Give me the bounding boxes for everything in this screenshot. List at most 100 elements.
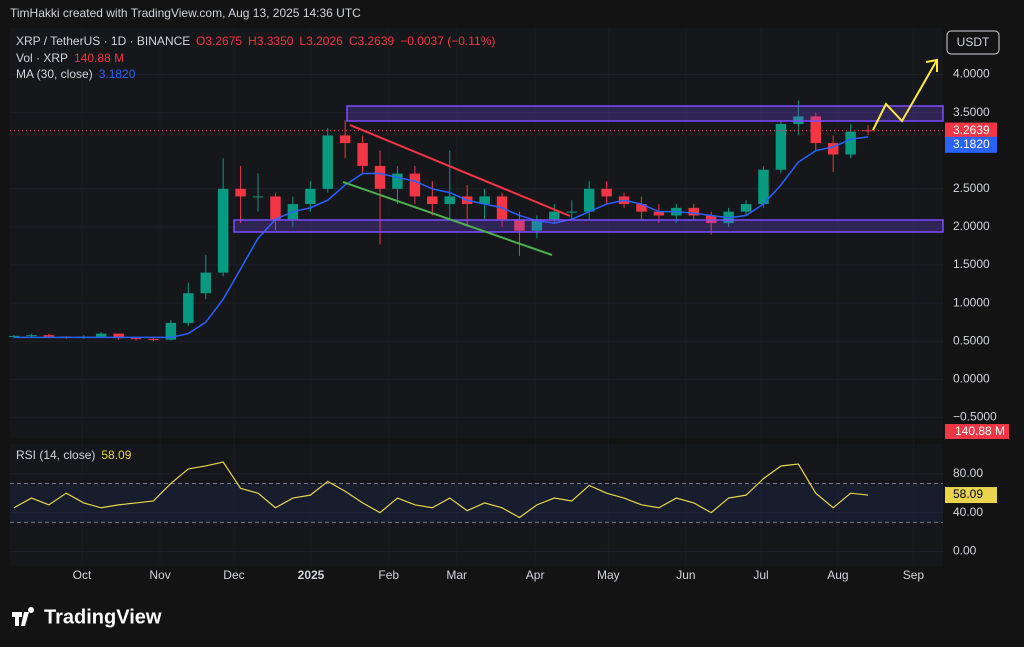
candle-body <box>409 173 421 197</box>
rsi-pane <box>10 444 943 566</box>
candle-body <box>339 135 351 144</box>
x-tick-label: Jun <box>676 568 695 582</box>
last-price-label: 3.2639 <box>953 123 990 137</box>
candle-body <box>531 219 543 231</box>
candle-body <box>653 211 665 216</box>
candle-body <box>427 196 438 205</box>
legend-volume-value: 140.88 M <box>74 51 124 65</box>
legend-ma: MA (30, close) <box>16 67 93 81</box>
ma-label-box <box>945 136 997 153</box>
candle-body <box>43 335 55 337</box>
y-tick-label: 0.00 <box>953 544 977 558</box>
ohlc-value: H3.3350 <box>248 34 294 48</box>
x-tick-label: Apr <box>526 568 545 582</box>
y-tick-label: 1.5000 <box>953 257 990 271</box>
y-tick-label: 0.5000 <box>953 333 990 347</box>
volume-label-box <box>945 424 1009 439</box>
candle-body <box>601 188 612 197</box>
logo <box>12 607 35 626</box>
candle-body <box>95 333 107 337</box>
candle-body <box>740 204 752 212</box>
candle-body <box>235 188 246 197</box>
y-tick-label: 2.5000 <box>953 181 990 195</box>
candle-body <box>688 207 699 216</box>
candle-body <box>217 188 229 273</box>
trend-line <box>342 181 553 256</box>
candle-body <box>322 135 333 189</box>
candle-body <box>8 335 20 337</box>
candle-body <box>183 293 194 323</box>
volume-label: 140.88 M <box>955 424 1005 438</box>
brand: TradingView <box>12 606 162 628</box>
legend-rsi-value: 58.09 <box>101 448 131 462</box>
moving-average <box>14 136 869 339</box>
candle-body <box>26 335 37 337</box>
ohlc-value: C3.2639 <box>349 34 395 48</box>
price-label-box <box>945 122 997 139</box>
ohlc-value: −0.0037 (−0.11%) <box>400 34 495 48</box>
ohlc-value: L3.2026 <box>299 34 343 48</box>
candle-body <box>583 188 595 212</box>
currency-box[interactable] <box>946 30 1000 55</box>
y-tick-label: 80.00 <box>953 466 983 480</box>
y-tick-label: 2.0000 <box>953 219 990 233</box>
rsi-line <box>13 461 869 519</box>
arrow-head <box>925 58 938 72</box>
x-tick-label: Dec <box>223 568 244 582</box>
candle-body <box>514 219 525 231</box>
projection-arrow <box>872 59 938 131</box>
rsi-label-box <box>945 487 997 504</box>
candle-body <box>305 188 316 205</box>
ohlc-value: O3.2675 <box>196 34 242 48</box>
x-tick-label: Aug <box>827 568 848 582</box>
y-tick-label: 40.00 <box>953 505 983 519</box>
candle-body <box>200 272 211 294</box>
x-tick-label: Oct <box>73 568 92 582</box>
resistance-zone <box>346 105 944 122</box>
legend-rsi: RSI (14, close) <box>16 448 95 462</box>
ma-label: 3.1820 <box>953 137 990 151</box>
candle-body <box>270 196 281 220</box>
y-tick-label: −0.5000 <box>953 410 997 424</box>
y-tick-label: 1.0000 <box>953 295 990 309</box>
candle-body <box>479 196 490 205</box>
legend-ma-value: 3.1820 <box>99 67 136 81</box>
candle-body <box>775 124 787 170</box>
x-tick-label: Sep <box>903 568 925 582</box>
drawings <box>233 58 944 256</box>
x-tick-label: Nov <box>149 568 170 582</box>
candle-body <box>758 169 769 205</box>
candle-body <box>566 211 577 213</box>
candle-body <box>862 130 874 132</box>
rsi-last: 58.09 <box>953 487 983 501</box>
y-tick-label: 4.0000 <box>953 67 990 81</box>
x-tick-label: Jul <box>753 568 768 582</box>
y-tick-label: 3.5000 <box>953 105 990 119</box>
candle-body <box>165 322 177 340</box>
candle-body <box>113 333 124 339</box>
support-zone <box>233 219 944 233</box>
x-tick-label: Feb <box>378 568 399 582</box>
x-tick-label: Mar <box>446 568 467 582</box>
legend-volume: Vol · XRP <box>16 51 68 65</box>
candle-body <box>148 338 159 340</box>
candle-body <box>845 131 856 155</box>
candle-body <box>793 116 804 125</box>
x-tick-label: 2025 <box>298 568 325 582</box>
candle-body <box>130 338 142 340</box>
candle-body <box>357 143 368 166</box>
candle-body <box>636 204 647 212</box>
y-tick-label: 0.0000 <box>953 371 990 385</box>
candle-body <box>810 116 821 144</box>
currency: USDT <box>957 35 990 49</box>
rsi-band <box>10 483 943 523</box>
candle-body <box>374 165 386 189</box>
brand-name: TradingView <box>44 606 162 628</box>
x-tick-label: May <box>597 568 620 582</box>
candle-body <box>252 196 264 198</box>
candle-body <box>444 196 455 205</box>
price-pane <box>10 28 943 438</box>
header: TimHakki created with TradingView.com, A… <box>10 6 361 20</box>
